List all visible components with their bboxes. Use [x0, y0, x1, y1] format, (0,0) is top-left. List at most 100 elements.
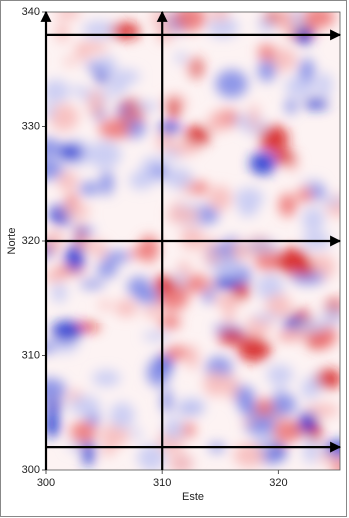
field-blob — [170, 141, 200, 156]
field-blob — [202, 288, 215, 304]
field-blob — [158, 122, 181, 135]
field-blob — [207, 112, 228, 133]
field-blob — [98, 55, 117, 77]
field-blob — [46, 242, 52, 260]
field-blob — [72, 227, 95, 236]
field-blob — [266, 364, 294, 385]
field-blob — [101, 443, 115, 457]
field-blob — [167, 98, 180, 120]
field-blob — [111, 69, 141, 84]
field-blob — [204, 278, 216, 290]
field-blob — [248, 103, 260, 131]
field-blob — [322, 307, 340, 326]
field-blob — [184, 125, 211, 147]
field-blob — [321, 196, 340, 206]
field-blob — [92, 370, 121, 387]
field-blob — [184, 274, 210, 293]
field-blob — [100, 423, 130, 447]
field-blob — [70, 421, 97, 444]
y-tick-label: 340 — [22, 6, 40, 18]
field-blob — [259, 125, 289, 153]
field-blob — [70, 395, 101, 416]
field-blob — [298, 58, 315, 83]
field-blob — [71, 86, 88, 96]
field-blob — [94, 250, 107, 259]
field-blob — [301, 377, 320, 400]
field-blob — [46, 230, 65, 247]
field-blob — [144, 305, 161, 319]
field-blob — [98, 119, 131, 140]
field-blob — [46, 138, 62, 158]
field-blob — [133, 101, 159, 112]
field-blob — [177, 260, 191, 276]
field-blob — [185, 63, 198, 73]
field-blob — [296, 320, 328, 333]
field-blob — [150, 165, 171, 177]
field-blob — [203, 371, 229, 397]
field-blob — [175, 51, 187, 64]
field-blob — [128, 171, 153, 190]
field-blob — [96, 261, 118, 278]
field-blob — [62, 204, 91, 219]
field-blob — [302, 206, 325, 234]
y-tick-label: 320 — [22, 235, 40, 247]
field-blob — [164, 167, 193, 189]
field-blob — [270, 393, 297, 417]
field-blob — [87, 89, 105, 118]
field-blob — [245, 240, 279, 254]
field-blob — [238, 400, 254, 414]
field-blob — [265, 294, 292, 319]
field-blob — [114, 299, 138, 317]
field-blob — [46, 410, 60, 438]
field-blob — [51, 283, 68, 303]
field-blob — [63, 57, 76, 66]
field-blob — [46, 378, 67, 402]
field-blob — [51, 320, 82, 343]
field-blob — [303, 98, 329, 109]
field-blob — [299, 411, 317, 429]
x-tick-label: 300 — [37, 477, 55, 489]
field-blob — [303, 438, 319, 464]
y-axis-label: Norte — [6, 228, 18, 255]
field-blob — [232, 282, 251, 300]
field-blob — [244, 421, 276, 434]
field-blob — [158, 314, 181, 330]
field-blob — [302, 12, 336, 28]
field-blob — [164, 346, 191, 360]
field-blob — [64, 244, 85, 272]
field-blob — [257, 44, 275, 61]
field-blob — [46, 401, 65, 411]
field-blob — [291, 270, 325, 285]
field-blob — [233, 443, 265, 468]
field-blob — [108, 80, 128, 96]
blobs — [46, 12, 340, 470]
field-blob — [306, 403, 340, 418]
y-tick-label: 330 — [22, 120, 40, 132]
field-blob — [180, 227, 204, 250]
field-blob — [55, 12, 81, 20]
field-blob — [46, 79, 70, 103]
field-blob — [102, 250, 131, 263]
field-blob — [56, 22, 69, 43]
field-blob — [58, 143, 84, 161]
field-blob — [316, 72, 333, 98]
field-blob — [209, 12, 230, 22]
field-blob — [166, 207, 200, 224]
field-blob — [223, 298, 235, 326]
field-blob — [82, 441, 95, 466]
field-blob — [218, 329, 245, 345]
field-blob — [127, 276, 151, 298]
field-blob — [78, 181, 100, 196]
field-blob — [156, 21, 174, 44]
field-blob — [163, 417, 185, 440]
x-axis-label: Este — [182, 491, 204, 503]
field-blob — [254, 250, 282, 271]
field-blob — [138, 235, 159, 263]
y-tick-label: 310 — [22, 349, 40, 361]
field-blob — [173, 12, 207, 32]
field-blob — [291, 12, 303, 30]
field-blob — [146, 358, 171, 387]
field-blob — [76, 43, 88, 63]
field-blob — [276, 247, 310, 275]
